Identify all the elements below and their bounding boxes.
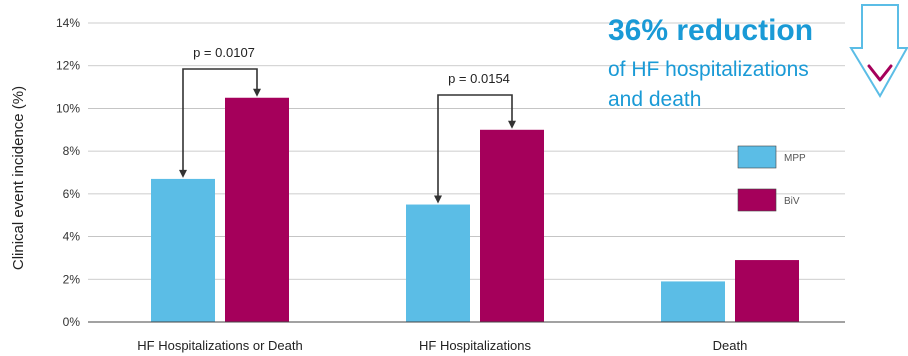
legend-swatch-mpp [737,145,777,169]
headline-line-1: of HF hospitalizations [608,58,809,81]
p-value-annotations: p = 0.0107 p = 0.0154 [179,45,516,204]
bracket-arrowhead [434,195,442,204]
legend: MPP BiV [737,145,806,212]
y-tick-label: 12% [56,59,80,73]
x-axis-categories: HF Hospitalizations or Death HF Hospitali… [137,338,747,353]
bars [151,97,799,322]
p-value-label: p = 0.0107 [193,45,255,60]
checkmark-icon [867,64,893,82]
bracket-arrowhead [179,169,187,178]
y-axis-ticks: 0% 2% 4% 6% 8% 10% 12% 14% [56,16,80,329]
bar-mpp-1 [406,204,470,322]
bar-mpp-2 [661,281,725,322]
y-tick-label: 14% [56,16,80,30]
y-tick-label: 8% [63,144,81,158]
y-tick-label: 6% [63,187,81,201]
y-tick-label: 4% [63,230,81,244]
legend-swatch-biv [737,188,777,212]
bar-biv-1 [480,129,544,322]
y-tick-label: 2% [63,272,81,286]
headline-title: 36% reduction [608,14,813,47]
bracket-line [182,68,258,173]
x-category-label: Death [713,338,748,353]
down-arrow-icon [849,4,908,98]
bar-mpp-0 [151,178,215,322]
p-value-bracket: p = 0.0107 [179,45,261,178]
headline-line-2: and death [608,88,701,111]
p-value-bracket: p = 0.0154 [434,71,516,204]
x-category-label: HF Hospitalizations [419,338,531,353]
p-value-label: p = 0.0154 [448,71,510,86]
legend-label-mpp: MPP [784,153,806,164]
legend-label-biv: BiV [784,196,800,207]
y-tick-label: 0% [63,315,81,329]
headline-callout: 36% reduction of HF hospitalizations and… [608,4,908,111]
bracket-arrowhead [508,120,516,129]
bar-biv-2 [735,260,799,322]
bar-biv-0 [225,97,289,322]
y-axis-label: Clinical event incidence (%) [10,86,27,270]
bracket-line [437,94,513,199]
x-category-label: HF Hospitalizations or Death [137,338,302,353]
bracket-arrowhead [253,88,261,97]
y-tick-label: 10% [56,101,80,115]
